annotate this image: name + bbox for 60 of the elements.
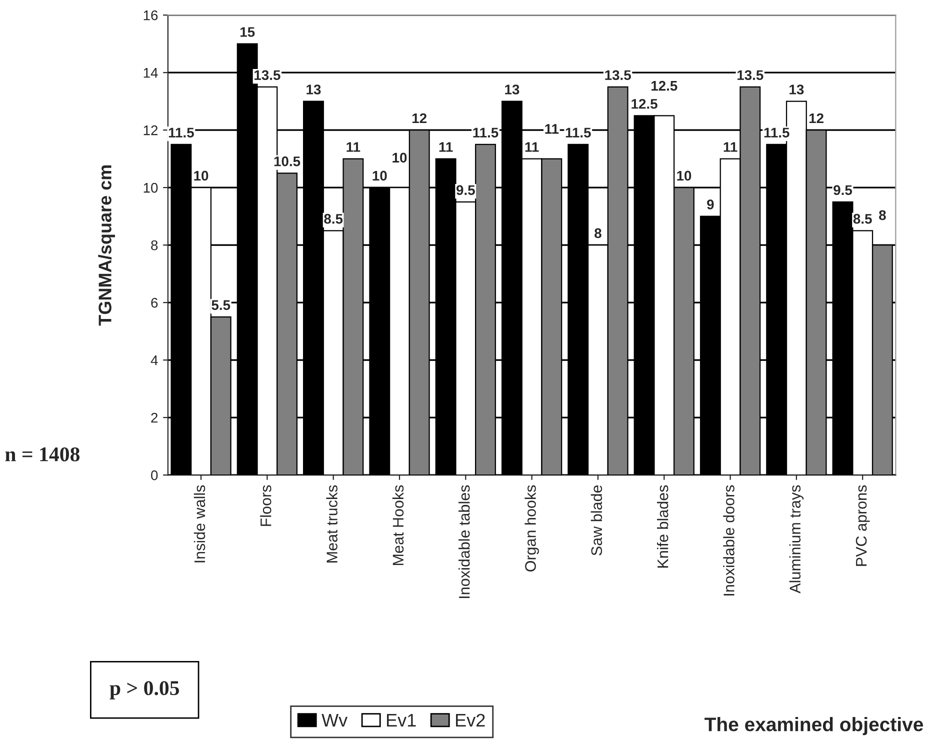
data-label: 8.5 xyxy=(853,214,872,224)
x-tick-label: Organ hooks xyxy=(524,485,539,572)
y-tick-label: 12 xyxy=(144,125,158,136)
text: n = 1408 xyxy=(5,447,80,462)
data-label: 10 xyxy=(372,170,387,181)
legend-label: Ev2 xyxy=(456,714,485,726)
data-label: 10 xyxy=(392,152,407,163)
data-label: 5.5 xyxy=(212,300,230,310)
x-tick-label: Inside walls xyxy=(194,485,206,562)
y-tick-label: 10 xyxy=(144,182,158,193)
data-label: 9.5 xyxy=(834,185,852,196)
y-tick-label: 4 xyxy=(150,356,158,366)
x-tick-label: Inoxidable doors xyxy=(723,485,734,596)
data-label: 12 xyxy=(809,113,824,124)
x-tick-label: PVC aprons xyxy=(856,485,870,566)
y-tick-label: 0 xyxy=(151,470,158,480)
y-tick-label: 14 xyxy=(144,68,158,78)
data-label: 8.5 xyxy=(324,214,343,224)
data-label: 12 xyxy=(412,113,427,124)
data-label: 11.5 xyxy=(764,128,790,138)
data-label: 8 xyxy=(879,210,886,220)
text: p > 0.05 xyxy=(110,681,180,700)
data-label: 12.5 xyxy=(651,80,678,91)
data-label: 11 xyxy=(724,142,738,152)
data-label: 10.5 xyxy=(274,156,300,166)
x-tick-label: Meat trucks xyxy=(326,485,338,562)
y-tick-label: 8 xyxy=(151,240,158,250)
y-axis-title: TGNMA/square cm xyxy=(98,165,115,326)
data-label: 13.5 xyxy=(737,70,764,80)
data-label: 11.5 xyxy=(566,128,591,138)
data-label: 13 xyxy=(790,84,804,94)
data-label: 11 xyxy=(525,142,539,152)
data-label: 13 xyxy=(505,84,520,94)
data-label: 13.5 xyxy=(605,70,631,80)
x-tick-label: Saw blade xyxy=(590,485,602,556)
data-label: 13.5 xyxy=(254,70,280,80)
data-label: 11.5 xyxy=(473,128,498,138)
data-label: 11.5 xyxy=(168,128,194,138)
y-tick-label: 6 xyxy=(151,298,158,308)
x-tick-label: Knife blades xyxy=(657,485,668,568)
data-label: 9.5 xyxy=(456,185,475,196)
data-label: 10 xyxy=(194,170,208,181)
data-label: 11 xyxy=(346,142,360,152)
data-label: 12.5 xyxy=(632,98,658,109)
x-tick-label: Meat Hooks xyxy=(392,485,404,565)
data-label: 11 xyxy=(545,124,559,134)
legend-label: Wv xyxy=(322,714,348,726)
data-label: 8 xyxy=(594,228,602,238)
legend-label: Ev1 xyxy=(387,714,416,726)
data-label: 13 xyxy=(306,84,321,94)
x-tick-label: Floors xyxy=(260,485,272,526)
x-tick-label: Aluminium trays xyxy=(789,485,804,594)
y-tick-label: 2 xyxy=(151,412,158,423)
data-label: 10 xyxy=(677,170,692,181)
x-tick-label: Inoxidable tables xyxy=(458,485,470,598)
data-label: 9 xyxy=(707,200,714,210)
text: The examined objective xyxy=(704,717,924,736)
y-tick-label: 16 xyxy=(144,10,158,20)
data-label: 15 xyxy=(240,27,255,37)
data-label: 11 xyxy=(439,142,453,152)
